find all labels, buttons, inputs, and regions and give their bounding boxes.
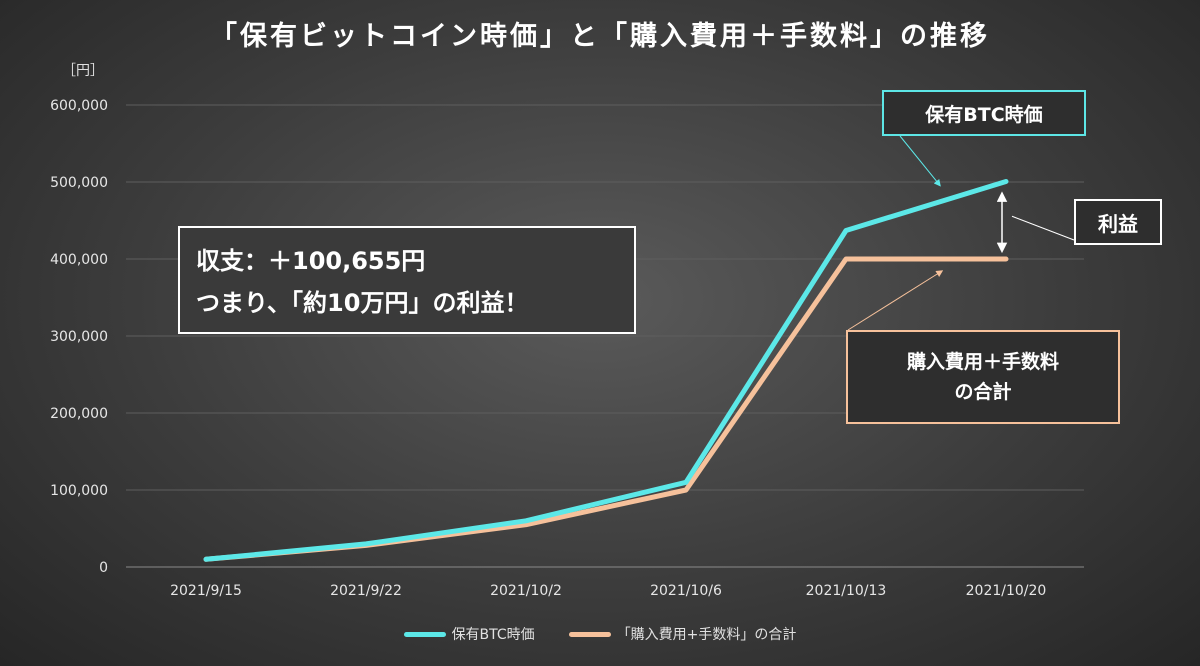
cost-total-callout: 購入費用＋手数料 の合計 xyxy=(846,330,1120,424)
series-lines xyxy=(203,178,1009,562)
x-tick-label: 2021/9/15 xyxy=(170,583,242,599)
y-tick-label: 300,000 xyxy=(50,329,108,345)
profit-callout: 利益 xyxy=(1074,199,1162,245)
y-tick-label: 100,000 xyxy=(50,483,108,499)
btc-value-callout: 保有BTC時価 xyxy=(882,90,1086,136)
legend-label-cost: 「購入費用+手数料」の合計 xyxy=(616,627,797,643)
x-tick-label: 2021/10/13 xyxy=(806,583,887,599)
x-tick-label: 2021/10/6 xyxy=(650,583,722,599)
y-tick-label: 200,000 xyxy=(50,406,108,422)
y-axis-unit: ［円］ xyxy=(62,63,104,79)
profit-callout-connector xyxy=(1011,215,1075,241)
y-tick-labels: 0 100,000 200,000 300,000 400,000 500,000 600,… xyxy=(50,98,108,576)
x-tick-label: 2021/9/22 xyxy=(330,583,402,599)
chart-legend: 保有BTC時価 「購入費用+手数料」の合計 xyxy=(0,620,1200,648)
chart-title: 「保有ビットコイン時価」と「購入費用＋手数料」の推移 xyxy=(210,21,990,52)
cost-callout-line-1: 購入費用＋手数料 xyxy=(906,351,1059,373)
btc-callout-arrow xyxy=(899,135,941,187)
y-tick-label: 500,000 xyxy=(50,175,108,191)
legend-label-btc: 保有BTC時価 xyxy=(451,627,535,643)
legend-item-btc: 保有BTC時価 xyxy=(403,624,535,644)
profit-summary-box: 収支：＋100,655円 つまり、「約10万円」の利益！ xyxy=(178,226,636,334)
summary-line-2: つまり、「約10万円」の利益！ xyxy=(196,289,529,317)
y-tick-label: 600,000 xyxy=(50,98,108,114)
x-tick-label: 2021/10/2 xyxy=(490,583,562,599)
cost-callout-line-2: の合計 xyxy=(954,381,1012,403)
legend-swatch-cost xyxy=(568,631,611,637)
profit-callout-label: 利益 xyxy=(1098,211,1138,236)
x-tick-labels: 2021/9/15 2021/9/22 2021/10/2 2021/10/6 2021… xyxy=(170,583,1046,599)
annotation-arrows xyxy=(847,135,1075,331)
summary-line-1: 収支：＋100,655円 xyxy=(196,247,426,275)
btc-value-callout-label: 保有BTC時価 xyxy=(925,103,1043,126)
cost-callout-arrow xyxy=(847,270,944,331)
y-tick-label: 400,000 xyxy=(50,252,108,268)
legend-swatch-btc xyxy=(403,631,446,637)
x-tick-label: 2021/10/20 xyxy=(966,583,1047,599)
series-line-btc-value xyxy=(203,178,1009,562)
y-tick-label: 0 xyxy=(99,560,108,576)
legend-item-cost: 「購入費用+手数料」の合計 xyxy=(568,624,797,644)
